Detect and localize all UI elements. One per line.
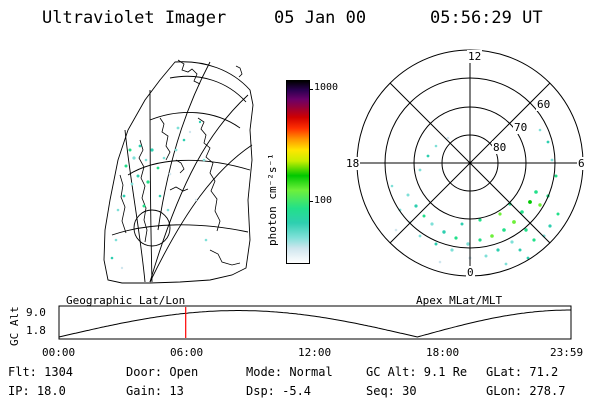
mlat-label-80: 80	[492, 141, 508, 154]
polar-panel-label: Apex MLat/MLT	[416, 294, 503, 307]
colorbar-tick	[309, 89, 313, 90]
timeline-xtick-0: 00:00	[42, 346, 76, 359]
seq-readout: Seq: 30	[366, 384, 417, 398]
timeline-ytick-low: 1.8	[26, 324, 46, 337]
colorbar-tick	[309, 201, 313, 202]
mlt-label-6: 6	[577, 157, 586, 170]
timeline-ytick-high: 9.0	[26, 306, 46, 319]
timeline-xtick-1: 06:00	[170, 346, 204, 359]
door-readout: Door: Open	[126, 365, 199, 379]
geographic-panel-label: Geographic Lat/Lon	[66, 294, 186, 307]
colorbar-tick-label-100: 100	[314, 195, 333, 206]
mlat-label-60: 60	[536, 98, 552, 111]
timeline-chart	[58, 305, 572, 340]
app-title: Ultraviolet Imager	[42, 8, 227, 28]
colorbar	[286, 80, 310, 264]
gc-alt-readout: GC Alt: 9.1 Re	[366, 365, 468, 379]
colorbar-unit-label: photon cm⁻²s⁻¹	[266, 153, 279, 246]
ip-readout: IP: 18.0	[8, 384, 66, 398]
timeline-frame	[58, 305, 572, 340]
timeline-xtick-4: 23:59	[550, 346, 584, 359]
timeline-ylabel: GC Alt	[8, 306, 21, 346]
mlat-label-70: 70	[513, 121, 529, 134]
mode-readout: Mode: Normal	[246, 365, 333, 379]
coastlines	[119, 59, 243, 266]
polar-emission	[390, 128, 560, 266]
polar-grid	[356, 49, 584, 277]
time-readout: 05:56:29 UT	[430, 8, 543, 28]
gain-readout: Gain: 13	[126, 384, 184, 398]
altitude-curve	[58, 309, 571, 338]
mlt-label-12: 12	[467, 50, 483, 63]
dsp-readout: Dsp: -5.4	[246, 384, 312, 398]
glon-readout: GLon: 278.7	[486, 384, 566, 398]
polar-plot-panel	[356, 49, 584, 277]
geographic-image-panel	[103, 59, 254, 284]
colorbar-tick-label-1000: 1000	[314, 82, 339, 93]
mlt-label-18: 18	[345, 157, 361, 170]
flight-readout: Flt: 1304	[8, 365, 74, 379]
timeline-xtick-2: 12:00	[298, 346, 332, 359]
timeline-xtick-3: 18:00	[426, 346, 460, 359]
date-readout: 05 Jan 00	[274, 8, 367, 28]
auroral-emission	[110, 120, 208, 270]
glat-readout: GLat: 71.2	[486, 365, 559, 379]
lat-lon-grid	[103, 61, 254, 284]
mlt-label-0: 0	[466, 266, 475, 279]
